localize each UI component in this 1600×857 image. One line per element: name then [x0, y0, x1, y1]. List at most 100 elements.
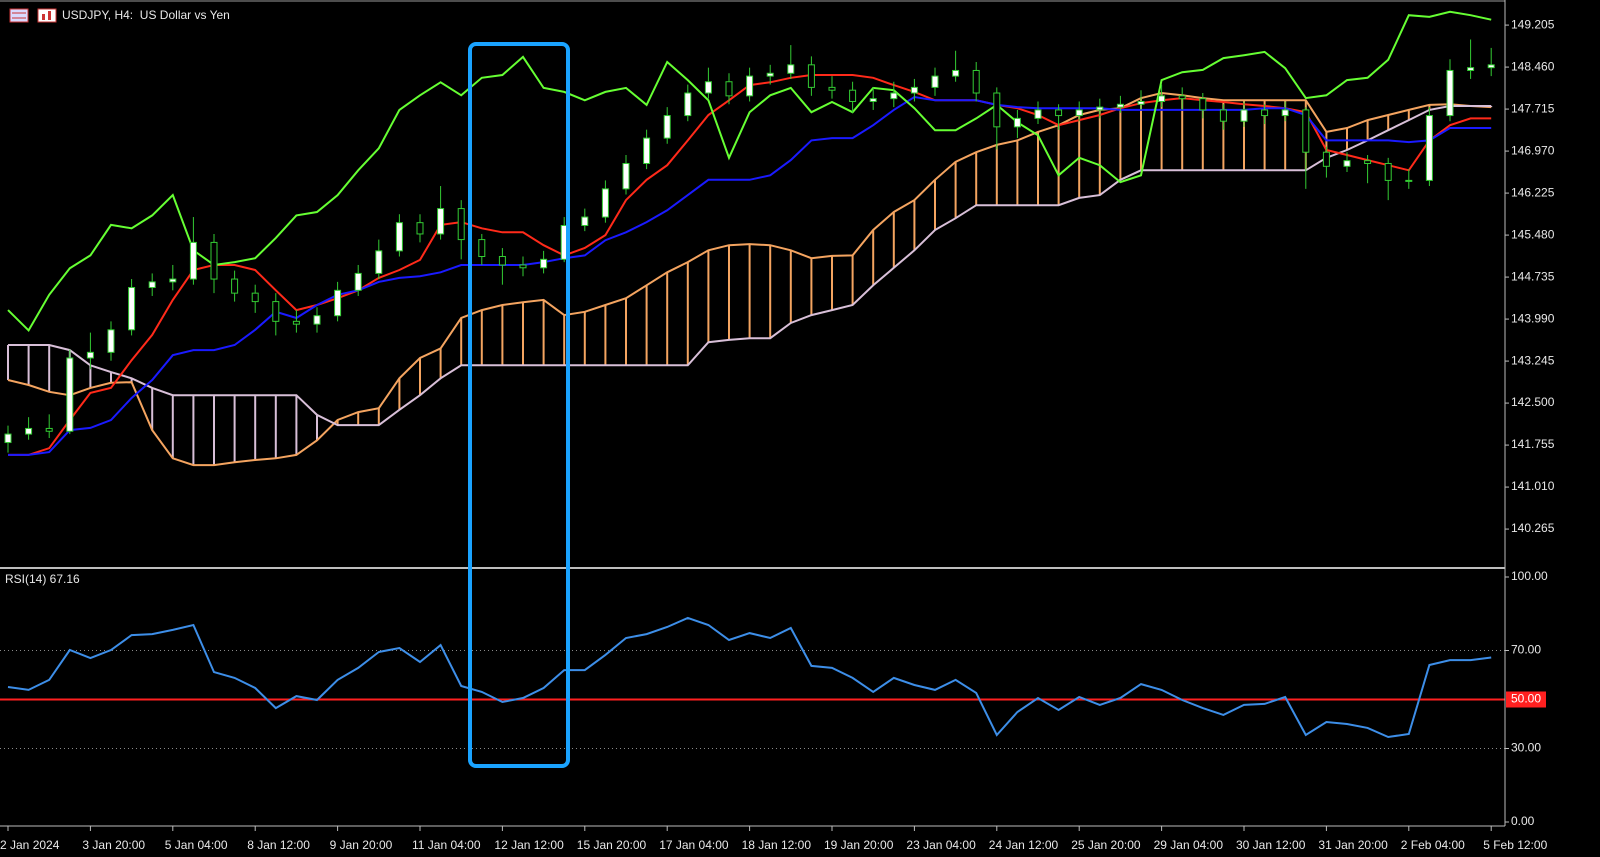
candle-body [643, 137, 651, 164]
y-tick-label: 147.715 [1511, 101, 1555, 115]
y-tick-label: 142.500 [1511, 395, 1555, 409]
candle-body [1302, 109, 1310, 153]
indicator-line [7, 10, 1492, 333]
x-tick-label: 11 Jan 04:00 [412, 838, 481, 852]
candle-body [746, 75, 754, 97]
x-tick-label: 18 Jan 12:00 [742, 838, 812, 852]
x-tick-label: 31 Jan 20:00 [1318, 838, 1388, 852]
rsi-layer [0, 616, 1505, 749]
candle-body [1075, 109, 1083, 117]
candle-body [128, 287, 136, 331]
candle-body [437, 208, 445, 235]
chart-icon [37, 8, 57, 23]
x-tick-label: 30 Jan 12:00 [1236, 838, 1306, 852]
y-tick-label: 141.755 [1511, 437, 1555, 451]
x-tick-label: 12 Jan 12:00 [494, 838, 564, 852]
y-tick-label: 30.00 [1511, 741, 1541, 755]
candle-body [993, 92, 1001, 128]
highlight-box [468, 42, 570, 768]
axes-layer: USDJPY, H4: US Dollar vs Yen RSI(14) 67.… [0, 0, 1555, 852]
candle-body [684, 92, 692, 117]
candle-body [787, 64, 795, 74]
y-tick-label: 100.00 [1511, 569, 1548, 583]
candle-body [704, 81, 712, 94]
candle-body [931, 75, 939, 88]
candle-body [869, 98, 877, 102]
x-tick-label: 24 Jan 12:00 [989, 838, 1059, 852]
candle-body [416, 222, 424, 235]
x-tick-label: 5 Feb 12:00 [1483, 838, 1547, 852]
candles-layer [4, 39, 1495, 453]
candle-body [231, 278, 239, 294]
candle-body [725, 81, 733, 97]
x-tick-label: 19 Jan 20:00 [824, 838, 894, 852]
x-tick-label: 3 Jan 20:00 [82, 838, 145, 852]
chart-icon-bar [48, 11, 51, 20]
y-tick-label: 148.460 [1511, 59, 1555, 73]
candle-body [313, 315, 321, 325]
x-tick-label: 15 Jan 20:00 [577, 838, 647, 852]
candle-body [395, 222, 403, 252]
candle-body [189, 241, 197, 280]
candle-body [972, 69, 980, 94]
candle-body [807, 64, 815, 88]
candle-body [375, 250, 383, 274]
candle-body [601, 188, 609, 218]
x-tick-label: 25 Jan 20:00 [1071, 838, 1141, 852]
candle-body [498, 256, 506, 266]
y-tick-label: 143.990 [1511, 311, 1555, 325]
candle-body [45, 427, 53, 432]
y-tick-label: 146.970 [1511, 143, 1555, 157]
x-tick-label: 17 Jan 04:00 [659, 838, 729, 852]
candle-body [169, 278, 177, 283]
candle-body [849, 89, 857, 102]
level-label: 50.00 [1511, 692, 1541, 706]
candle-body [1281, 109, 1289, 117]
candle-body [1013, 117, 1021, 128]
candle-body [1364, 160, 1372, 164]
chart-icon-bar [42, 14, 45, 20]
candle-body [622, 162, 630, 190]
cloud-span-b [8, 105, 1492, 427]
candle-body [540, 258, 548, 269]
candle-body [1137, 100, 1145, 105]
candle-body [828, 86, 836, 91]
chart-title: USDJPY, H4: US Dollar vs Yen [62, 8, 230, 22]
candle-body [519, 264, 527, 269]
x-tick-label: 9 Jan 20:00 [330, 838, 393, 852]
candle-body [1219, 109, 1227, 122]
candle-body [663, 115, 671, 139]
candle-body [1467, 67, 1475, 71]
y-tick-label: 70.00 [1511, 643, 1541, 657]
candle-body [890, 92, 898, 100]
rsi-line [7, 616, 1492, 739]
y-tick-label: 140.265 [1511, 521, 1555, 535]
candle-body [1158, 95, 1166, 102]
symbol-icons [9, 8, 57, 23]
candle-body [251, 292, 259, 303]
candle-body [86, 351, 94, 359]
candle-body [457, 208, 465, 241]
y-tick-label: 145.480 [1511, 227, 1555, 241]
y-tick-label: 146.225 [1511, 185, 1555, 199]
flag-icon [9, 8, 29, 23]
level-label-box [1506, 691, 1546, 708]
candle-body [1405, 179, 1413, 182]
x-tick-label: 8 Jan 12:00 [247, 838, 310, 852]
x-tick-label: 2 Feb 04:00 [1401, 838, 1465, 852]
y-tick-label: 141.010 [1511, 479, 1555, 493]
x-tick-label: 23 Jan 04:00 [906, 838, 976, 852]
candle-body [1034, 109, 1042, 119]
candle-body [1446, 69, 1454, 117]
candle-body [107, 329, 115, 353]
candle-body [1178, 95, 1186, 100]
candle-body [292, 320, 300, 325]
rsi-title: RSI(14) 67.16 [5, 572, 80, 586]
candle-body [66, 357, 74, 432]
candle-body [1261, 109, 1269, 117]
candle-body [766, 72, 774, 77]
candle-body [1116, 103, 1124, 108]
